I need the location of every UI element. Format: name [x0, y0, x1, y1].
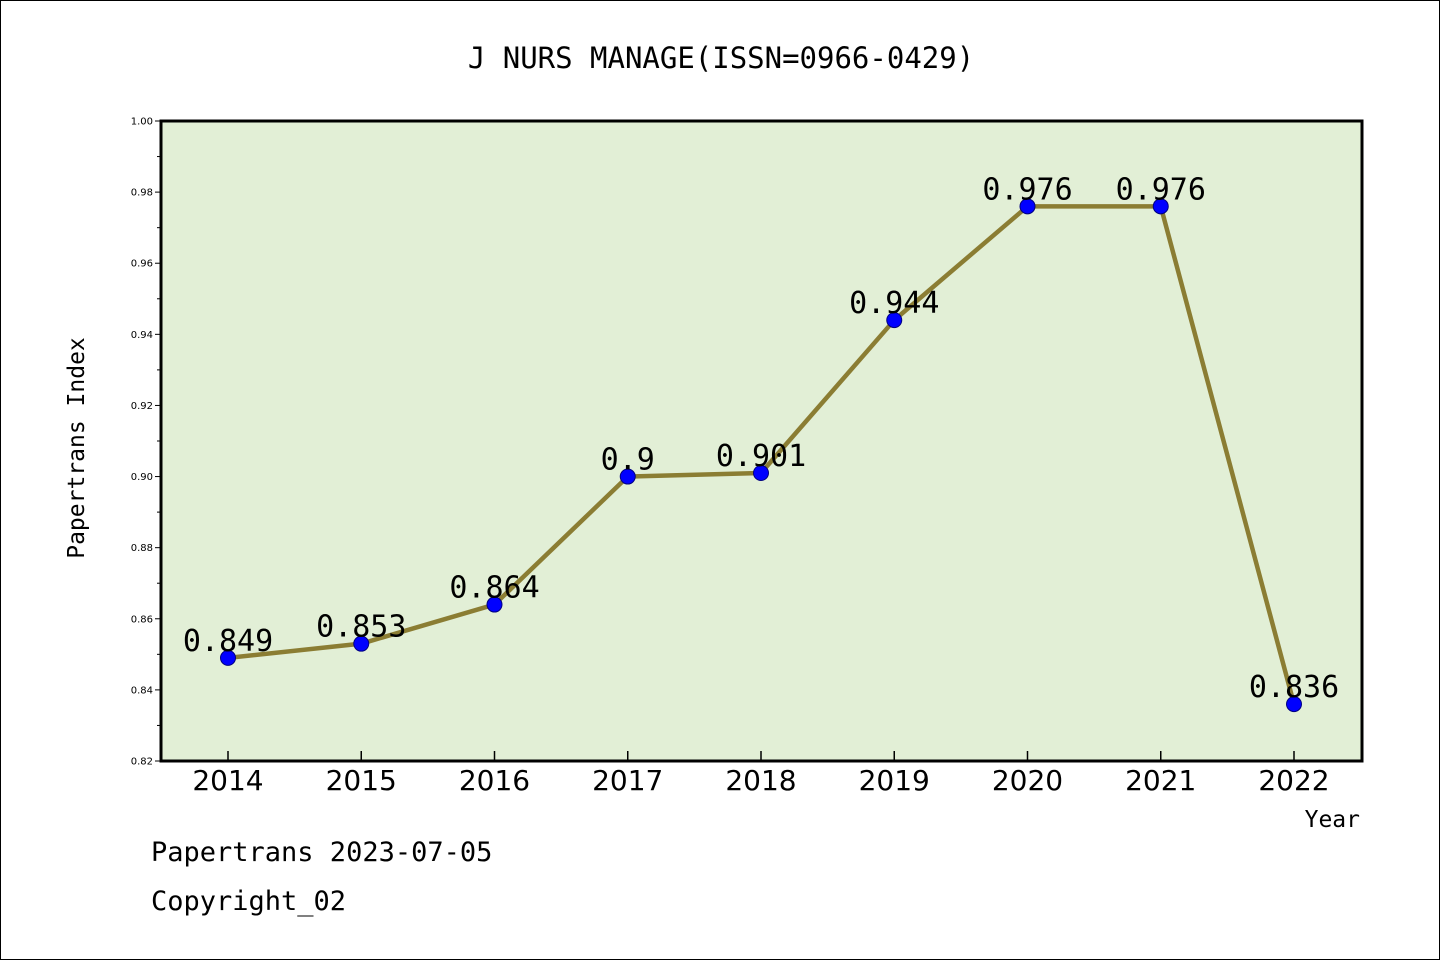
y-tick-label: 0.86	[131, 614, 153, 625]
data-point	[486, 596, 503, 613]
data-label: 0.901	[716, 439, 806, 474]
footer-date: Papertrans 2023-07-05	[151, 837, 493, 868]
y-tick-label: 0.98	[131, 188, 153, 199]
x-tick-label: 2020	[992, 764, 1063, 797]
data-point	[1152, 198, 1169, 215]
x-axis: 2014 2015 2016 2017 2018 2019 2020 2021 2022	[192, 751, 1330, 797]
y-tick-label: 0.84	[131, 685, 153, 696]
y-axis: 0.82 0.84 0.86 0.88 0.90 0.92 0.94 0.96 0.98 1.00	[131, 117, 161, 768]
data-label: 0.976	[982, 172, 1072, 207]
x-tick-label: 2015	[326, 764, 397, 797]
y-tick-label: 0.96	[131, 259, 153, 270]
data-label: 0.944	[849, 286, 939, 321]
data-label: 0.853	[316, 610, 406, 645]
data-point	[886, 312, 903, 329]
plot-area	[159, 119, 1364, 763]
y-tick-label: 0.88	[131, 543, 153, 554]
data-label: 0.976	[1116, 172, 1206, 207]
data-labels-group: 0.849 0.853 0.864 0.9 0.901 0.944 0.976 0.976 0.…	[183, 172, 1339, 705]
x-tick-label: 2016	[459, 764, 530, 797]
chart-title: J NURS MANAGE(ISSN=0966-0429)	[468, 41, 974, 75]
data-label: 0.9	[601, 443, 655, 478]
x-tick-label: 2017	[592, 764, 663, 797]
data-point	[1286, 696, 1302, 713]
x-tick-label: 2014	[192, 764, 263, 797]
data-label: 0.849	[183, 624, 273, 659]
x-tick-label: 2022	[1258, 764, 1329, 797]
data-label: 0.864	[449, 571, 539, 606]
x-tick-label: 2019	[859, 764, 930, 797]
y-tick-label: 0.90	[131, 472, 153, 483]
data-label: 0.836	[1249, 670, 1339, 705]
data-point	[1019, 198, 1036, 215]
y-axis-label: Papertrans Index	[64, 337, 90, 559]
y-tick-label: 0.92	[131, 401, 153, 412]
series-points-group	[220, 198, 1302, 713]
data-point	[619, 468, 636, 485]
data-point	[353, 635, 370, 652]
x-tick-label: 2021	[1125, 764, 1196, 797]
y-tick-label: 0.94	[131, 330, 153, 341]
data-point	[220, 649, 236, 666]
y-tick-label: 0.82	[131, 757, 153, 768]
data-point	[753, 465, 769, 481]
x-tick-label: 2018	[725, 764, 796, 797]
y-tick-label: 1.00	[131, 117, 153, 128]
footer-copyright: Copyright_02	[151, 886, 347, 917]
x-axis-label: Year	[1305, 807, 1360, 833]
